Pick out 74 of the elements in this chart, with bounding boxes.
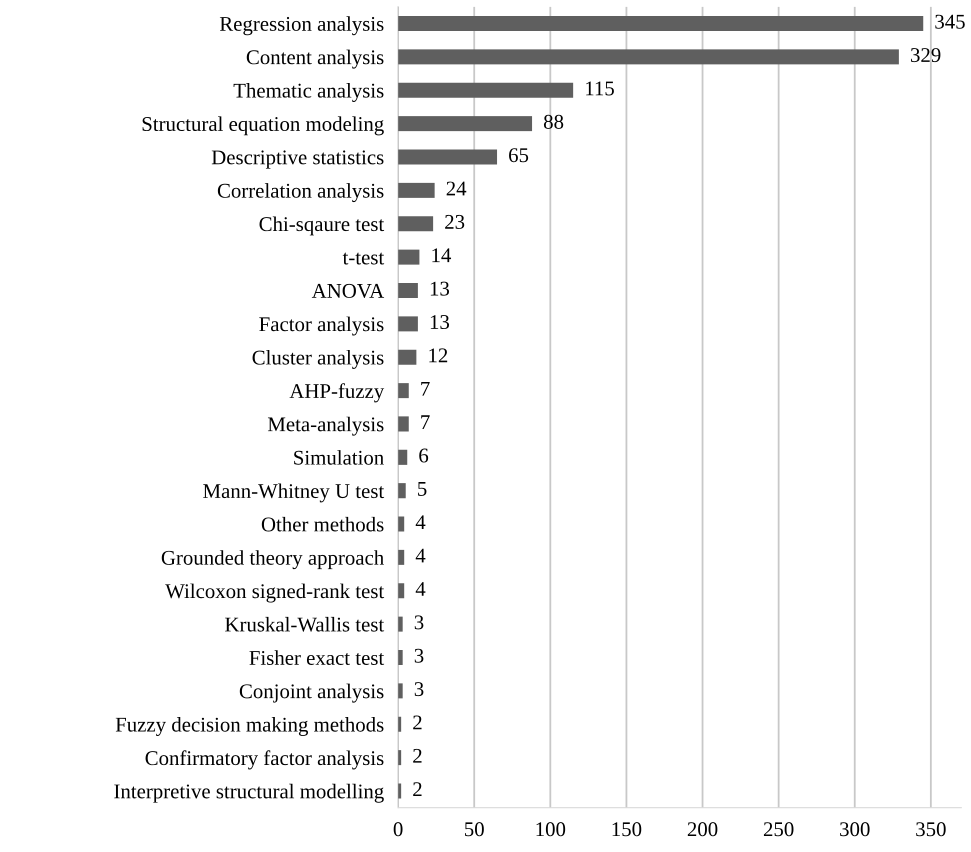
y-tick-label: Chi-sqaure test — [260, 216, 384, 236]
y-tick-label: Meta-analysis — [268, 416, 384, 436]
data-label: 12 — [429, 348, 448, 362]
data-label: 13 — [430, 282, 450, 296]
data-label: 3 — [414, 615, 424, 630]
y-tick-label: Interpretive structural modelling — [114, 784, 384, 803]
bar — [398, 350, 416, 365]
y-tick-label: Factor analysis — [259, 316, 384, 336]
y-tick-label: Grounded theory approach — [162, 550, 384, 570]
bar — [398, 216, 434, 232]
bar — [398, 483, 406, 498]
data-label: 3 — [414, 648, 424, 663]
bar — [398, 550, 404, 565]
bar — [398, 316, 418, 332]
bar — [398, 450, 408, 465]
data-label: 2 — [413, 715, 422, 730]
y-tick-label: Simulation — [294, 450, 384, 465]
data-label: 23 — [445, 214, 464, 229]
bar — [398, 49, 899, 64]
data-label: 65 — [509, 148, 528, 162]
y-tick-label: Other methods — [262, 516, 384, 532]
data-label: 4 — [416, 548, 426, 562]
data-label: 4 — [416, 582, 426, 596]
bar — [398, 516, 404, 532]
x-tick-label: 150 — [612, 822, 642, 836]
bar — [398, 416, 409, 432]
bar — [398, 16, 924, 32]
bar — [398, 82, 574, 98]
x-tick-label: 0 — [394, 822, 403, 836]
y-tick-label: Thematic analysis — [234, 83, 384, 102]
data-label: 7 — [421, 382, 430, 396]
bar — [398, 149, 498, 164]
y-tick-label: Structural equation modeling — [142, 116, 384, 136]
y-tick-label: Correlation analysis — [218, 183, 384, 202]
y-tick-label: Content analysis — [246, 50, 384, 69]
data-label: 3 — [414, 682, 424, 696]
data-label: 2 — [413, 782, 422, 796]
data-label: 345 — [935, 14, 965, 29]
x-tick-label: 250 — [764, 822, 794, 836]
y-tick-label: ANOVA — [312, 284, 384, 298]
x-tick-label: 100 — [536, 822, 566, 836]
y-tick-label: Mann-Whitney U test — [203, 483, 384, 502]
bar — [398, 250, 420, 265]
data-label: 13 — [430, 315, 450, 330]
y-tick-label: Fisher exact test — [249, 650, 384, 665]
bar — [398, 282, 418, 298]
y-tick-label: t-test — [342, 252, 384, 265]
data-label: 329 — [910, 48, 940, 62]
y-tick-label: Regression analysis — [220, 16, 384, 36]
data-label: 14 — [432, 248, 452, 262]
y-tick-label: Conjoint analysis — [240, 684, 384, 703]
y-tick-label: Confirmatory factor analysis — [146, 750, 384, 770]
data-label: 7 — [421, 415, 430, 429]
data-label: 24 — [446, 182, 466, 196]
x-tick-label: 200 — [688, 822, 718, 836]
x-tick-label: 300 — [840, 822, 870, 836]
data-label: 5 — [418, 482, 426, 496]
bar — [398, 383, 409, 398]
y-tick-label: Kruskal-Wallis test — [225, 616, 384, 632]
bar — [398, 116, 532, 132]
y-tick-label: Fuzzy decision making methods — [116, 717, 384, 736]
data-label: 4 — [416, 515, 426, 530]
y-tick-label: Wilcoxon signed-rank test — [165, 584, 384, 603]
y-tick-label: Descriptive statistics — [212, 150, 384, 169]
data-label: 6 — [419, 448, 428, 463]
x-tick-label: 350 — [916, 822, 946, 836]
bar — [398, 583, 404, 598]
data-label: 88 — [544, 114, 564, 129]
y-tick-label: AHP-fuzzy — [290, 383, 384, 402]
x-tick-label: 50 — [465, 822, 484, 836]
data-label: 115 — [586, 82, 614, 96]
bar — [398, 182, 435, 198]
y-tick-label: Cluster analysis — [252, 350, 384, 369]
data-label: 2 — [413, 748, 422, 763]
